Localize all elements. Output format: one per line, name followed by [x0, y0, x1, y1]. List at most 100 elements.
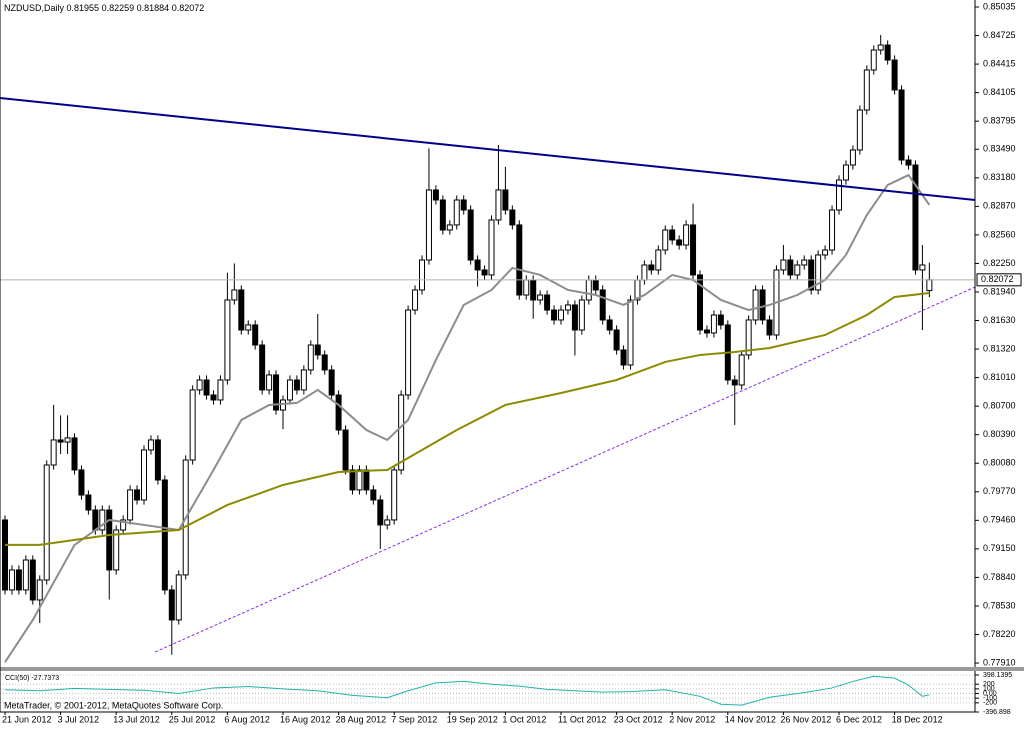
candle-body	[335, 394, 342, 431]
y-tick-label: 0.82250	[983, 258, 1016, 268]
candle-body	[474, 259, 481, 271]
candle-body	[64, 437, 71, 443]
candle-body	[606, 319, 613, 331]
y-tick-label: 0.83180	[983, 172, 1016, 182]
candle-body	[822, 249, 829, 256]
y-tick-label: 0.81630	[983, 315, 1016, 325]
x-tick-label: 13 Jul 2012	[113, 714, 160, 724]
candle-body	[829, 209, 836, 251]
trendline	[0, 96, 975, 201]
candle-body	[419, 259, 425, 291]
candle-body	[15, 569, 22, 591]
current-price-label: 0.82072	[981, 274, 1014, 284]
close-value: 0.82072	[172, 3, 205, 13]
x-tick-label: 2 Nov 2012	[669, 714, 715, 724]
candle-body	[509, 209, 516, 226]
y-tick-label: -200	[983, 700, 997, 707]
main-panel	[0, 34, 975, 663]
low-value: 0.81884	[137, 3, 170, 13]
candle-body	[849, 149, 856, 166]
candle-body	[842, 164, 849, 181]
candle-body	[613, 329, 620, 351]
candle-body	[558, 309, 564, 321]
x-tick-label: 26 Nov 2012	[780, 714, 831, 724]
candle-body	[293, 379, 300, 391]
x-tick-label: 3 Jul 2012	[58, 714, 100, 724]
candle-body	[627, 299, 634, 366]
candle-body	[328, 369, 335, 396]
x-tick-label: 6 Aug 2012	[224, 714, 270, 724]
candle-body	[154, 439, 161, 481]
y-tick-label: 0.84725	[983, 30, 1016, 40]
candle-body	[460, 199, 467, 211]
candle-body	[314, 344, 321, 356]
candle-body	[224, 299, 231, 381]
candle-body	[50, 439, 57, 466]
y-tick-label: 0.80390	[983, 429, 1016, 439]
y-tick-label: 0.81320	[983, 343, 1016, 353]
candle-body	[342, 429, 349, 471]
open-value: 0.81955	[67, 3, 100, 13]
candle-body	[551, 309, 558, 321]
candle-body	[780, 259, 787, 271]
candle-body	[697, 274, 703, 331]
x-tick-label: 11 Oct 2012	[558, 714, 606, 724]
candle-body	[92, 509, 99, 531]
candle-body	[912, 164, 919, 271]
candle-body	[620, 349, 627, 366]
candle-body	[836, 179, 842, 211]
candle-body	[113, 529, 120, 571]
candle-body	[564, 304, 571, 311]
candle-body	[22, 559, 29, 591]
candle-body	[870, 49, 877, 71]
candle-body	[467, 209, 474, 261]
moving-average	[4, 173, 931, 663]
candle-body	[391, 469, 398, 521]
candle-body	[690, 224, 697, 276]
candle-body	[884, 44, 891, 61]
x-tick-label: 16 Aug 2012	[280, 714, 331, 724]
candle-body	[120, 519, 127, 531]
y-tick-label: 0.79460	[983, 515, 1016, 525]
cci-name: CCI(50)	[5, 675, 30, 682]
candle-body	[245, 324, 252, 331]
candle-body	[759, 289, 766, 321]
candle-body	[273, 374, 280, 411]
y-tick-label: 0.78530	[983, 600, 1016, 610]
candle-body	[717, 314, 724, 326]
candle-body	[453, 199, 460, 226]
candle-body	[36, 579, 43, 601]
x-tick-label: 18 Dec 2012	[892, 714, 943, 724]
high-value: 0.82259	[102, 3, 135, 13]
x-tick-label: 6 Dec 2012	[836, 714, 882, 724]
candle-body	[168, 589, 175, 621]
x-tick-label: 1 Oct 2012	[502, 714, 546, 724]
candle-body	[585, 279, 592, 301]
x-tick-label: 23 Oct 2012	[614, 714, 663, 724]
candle-body	[669, 229, 676, 241]
candle-body	[300, 369, 307, 391]
candle-body	[99, 509, 106, 531]
y-tick-label: 0.84415	[983, 58, 1016, 68]
y-tick-label: -396.898	[983, 709, 1011, 716]
cci-line	[4, 675, 930, 706]
candle-body	[683, 224, 690, 246]
candle-body	[43, 464, 50, 581]
candle-body	[710, 314, 717, 334]
symbol-header: NZDUSD,Daily 0.81955 0.82259 0.81884 0.8…	[4, 3, 204, 13]
candle-body	[794, 264, 801, 276]
y-tick-label: 0.79150	[983, 543, 1016, 553]
candle-body	[752, 289, 759, 321]
y-tick-label: 0.82560	[983, 229, 1016, 239]
candle-body	[8, 569, 15, 591]
candle-body	[78, 469, 85, 496]
symbol: NZDUSD,Daily	[4, 3, 65, 13]
y-tick-label: 0.80700	[983, 401, 1016, 411]
candle-body	[655, 249, 662, 271]
candle-body	[57, 439, 64, 443]
candle-body	[703, 329, 710, 334]
candle-body	[578, 299, 585, 331]
candle-body	[266, 374, 273, 391]
